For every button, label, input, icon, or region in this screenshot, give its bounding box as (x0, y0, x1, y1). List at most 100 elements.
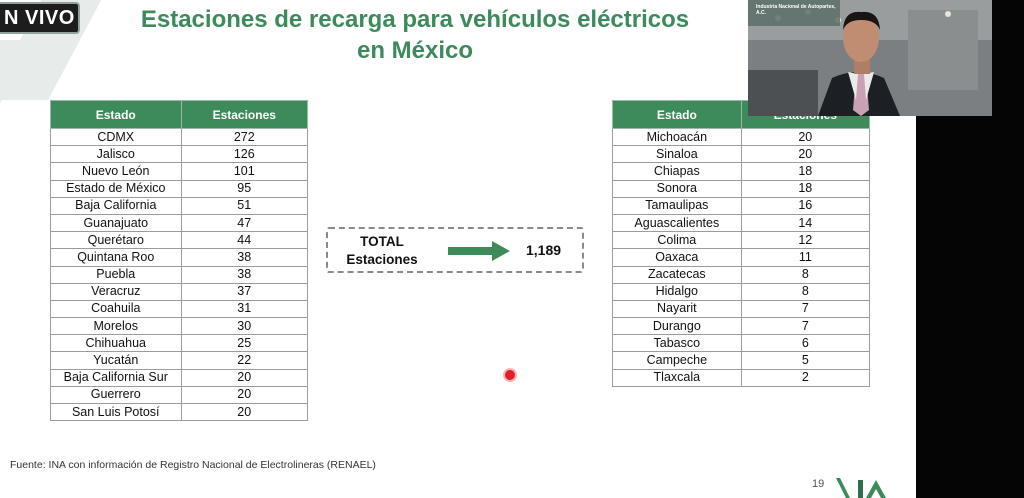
state-name-cell: Michoacán (612, 127, 742, 147)
station-count-cell: 126 (180, 145, 309, 164)
slide-title-line1: Estaciones de recarga para vehículos elé… (140, 6, 690, 33)
station-count-cell: 101 (180, 162, 309, 181)
table-row: Oaxaca 11 (612, 248, 871, 267)
stations-table-right: Estado Estaciones Michoacán20Sinaloa20Ch… (612, 100, 871, 387)
table-row: Querétaro 44 (50, 231, 309, 250)
state-name-cell: Nuevo León (50, 162, 182, 181)
table-row: Sinaloa 20 (612, 145, 871, 164)
total-stations-box: TOTAL Estaciones 1,189 (326, 227, 584, 273)
station-count-cell: 8 (740, 265, 871, 284)
station-count-cell: 5 (740, 351, 871, 370)
state-name-cell: Oaxaca (612, 248, 742, 267)
station-count-cell: 20 (180, 385, 309, 405)
station-count-cell: 18 (740, 179, 871, 198)
station-count-cell: 20 (180, 402, 309, 422)
station-count-cell: 20 (180, 368, 309, 387)
state-name-cell: Estado de México (50, 179, 182, 198)
header-estaciones: Estaciones (180, 100, 309, 129)
table-row: Chiapas 18 (612, 162, 871, 181)
station-count-cell: 51 (180, 196, 309, 215)
table-row: Sonora 18 (612, 179, 871, 198)
state-name-cell: Chiapas (612, 162, 742, 181)
station-count-cell: 20 (740, 145, 871, 164)
station-count-cell: 38 (180, 265, 309, 284)
header-estado: Estado (50, 100, 182, 129)
ina-logo-icon (836, 478, 886, 498)
station-count-cell: 16 (740, 196, 871, 215)
state-name-cell: Chihuahua (50, 334, 182, 353)
state-name-cell: Durango (612, 317, 742, 336)
table-row: Guerrero 20 (50, 385, 309, 405)
state-name-cell: Tabasco (612, 334, 742, 353)
total-value: 1,189 (526, 242, 562, 258)
table-row: Hidalgo 8 (612, 282, 871, 301)
state-name-cell: Tlaxcala (612, 368, 742, 387)
state-name-cell: Guanajuato (50, 213, 182, 233)
station-count-cell: 7 (740, 299, 871, 319)
table-row: Tlaxcala 2 (612, 368, 871, 387)
table-row: Coahuila 31 (50, 299, 309, 319)
table-header-row: Estado Estaciones (50, 100, 309, 129)
total-label-line2: Estaciones (346, 252, 418, 267)
state-name-cell: Baja California Sur (50, 368, 182, 387)
presenter-webcam: Industria Nacional de Autopartes, A.C. (748, 0, 992, 116)
station-count-cell: 8 (740, 282, 871, 301)
state-name-cell: Tamaulipas (612, 196, 742, 215)
station-count-cell: 20 (740, 127, 871, 147)
table-row: Zacatecas 8 (612, 265, 871, 284)
station-count-cell: 7 (740, 317, 871, 336)
table-row: San Luis Potosí 20 (50, 402, 309, 422)
state-name-cell: Baja California (50, 196, 182, 215)
source-note: Fuente: INA con información de Registro … (10, 459, 376, 471)
table-row: Aguascalientes 14 (612, 213, 871, 233)
header-estado: Estado (612, 100, 742, 129)
table-row: Guanajuato 47 (50, 213, 309, 233)
state-name-cell: San Luis Potosí (50, 402, 182, 422)
table-row: Chihuahua 25 (50, 334, 309, 353)
slide-title: Estaciones de recarga para vehículos elé… (100, 4, 730, 66)
stations-table-left: Estado Estaciones CDMX 272 Jalisco 126 Nuevo… (50, 100, 309, 422)
station-count-cell: 38 (180, 248, 309, 267)
table-row: Veracruz 37 (50, 282, 309, 301)
table-row: Durango 7 (612, 317, 871, 336)
table-row: Baja California 51 (50, 196, 309, 215)
state-name-cell: Morelos (50, 317, 182, 336)
table-row: Tabasco 6 (612, 334, 871, 353)
state-name-cell: Sinaloa (612, 145, 742, 164)
live-badge: N VIVO (0, 2, 80, 34)
station-count-cell: 95 (180, 179, 309, 198)
state-name-cell: Zacatecas (612, 265, 742, 284)
station-count-cell: 22 (180, 351, 309, 370)
table-row: Yucatán 22 (50, 351, 309, 370)
state-name-cell: Hidalgo (612, 282, 742, 301)
table-row: Nayarit 7 (612, 299, 871, 319)
state-name-cell: Colima (612, 231, 742, 250)
station-count-cell: 12 (740, 231, 871, 250)
station-count-cell: 44 (180, 231, 309, 250)
table-row: Tamaulipas 16 (612, 196, 871, 215)
page-number: 19 (812, 478, 825, 490)
station-count-cell: 18 (740, 162, 871, 181)
state-name-cell: Querétaro (50, 231, 182, 250)
table-row: Puebla 38 (50, 265, 309, 284)
webcam-logo-text: Industria Nacional de Autopartes, A.C. (756, 4, 836, 16)
state-name-cell: Coahuila (50, 299, 182, 319)
state-name-cell: CDMX (50, 127, 182, 147)
state-name-cell: Veracruz (50, 282, 182, 301)
station-count-cell: 31 (180, 299, 309, 319)
station-count-cell: 2 (740, 368, 871, 387)
station-count-cell: 25 (180, 334, 309, 353)
station-count-cell: 14 (740, 213, 871, 233)
state-name-cell: Jalisco (50, 145, 182, 164)
table-row: Baja California Sur 20 (50, 368, 309, 387)
table-row: Estado de México 95 (50, 179, 309, 198)
table-row: Jalisco 126 (50, 145, 309, 164)
state-name-cell: Nayarit (612, 299, 742, 319)
station-count-cell: 11 (740, 248, 871, 267)
state-name-cell: Puebla (50, 265, 182, 284)
table-row: Colima 12 (612, 231, 871, 250)
state-name-cell: Aguascalientes (612, 213, 742, 233)
state-name-cell: Sonora (612, 179, 742, 198)
table-row: Nuevo León 101 (50, 162, 309, 181)
state-name-cell: Guerrero (50, 385, 182, 405)
